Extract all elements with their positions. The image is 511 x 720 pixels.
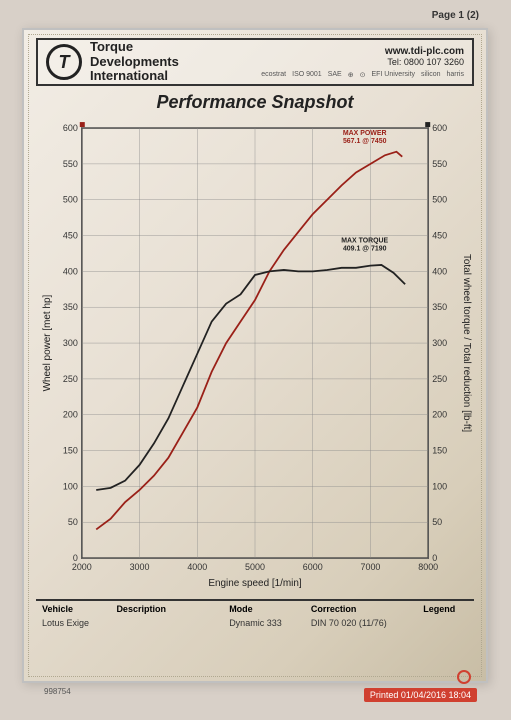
cert-logos-row: ecostrat ISO 9001 SAE ⊕ ⊙ EFI University silic… [261,71,464,79]
svg-text:6000: 6000 [303,562,323,572]
svg-text:0: 0 [73,553,78,563]
contact-block: www.tdi-plc.com Tel: 0800 107 3260 [385,46,464,67]
col-mode: Mode [225,603,305,615]
svg-text:100: 100 [432,481,447,491]
cell-legend [419,617,472,629]
svg-text:3000: 3000 [130,562,150,572]
svg-text:550: 550 [63,159,78,169]
svg-text:300: 300 [63,338,78,348]
footer-table: Vehicle Description Mode Correction Lege… [36,599,474,631]
svg-text:7000: 7000 [361,562,381,572]
svg-text:50: 50 [432,517,442,527]
dyno-chart: 2000300040005000600070008000005050100100… [36,117,474,597]
cert-logo: ISO 9001 [292,71,322,79]
svg-text:550: 550 [432,159,447,169]
cell-vehicle: Lotus Exige [38,617,110,629]
telephone: Tel: 0800 107 3260 [385,57,464,67]
svg-text:Total wheel torque / Total red: Total wheel torque / Total reduction [lb… [461,254,472,432]
svg-text:200: 200 [432,410,447,420]
svg-text:400: 400 [432,266,447,276]
svg-text:200: 200 [63,410,78,420]
svg-text:MAX POWER: MAX POWER [343,130,387,137]
cert-logo: harris [446,71,464,79]
svg-text:Wheel power [met hp]: Wheel power [met hp] [42,295,53,392]
company-line2: Developments [90,55,253,70]
svg-text:500: 500 [63,195,78,205]
svg-text:0: 0 [432,553,437,563]
chart-title: Performance Snapshot [36,92,474,113]
svg-text:2000: 2000 [72,562,92,572]
svg-text:300: 300 [432,338,447,348]
cell-mode: Dynamic 333 [225,617,305,629]
col-legend: Legend [419,603,472,615]
svg-text:250: 250 [432,374,447,384]
svg-text:8000: 8000 [418,562,438,572]
svg-text:409.1 @ 7190: 409.1 @ 7190 [343,246,387,253]
print-stamp: Printed 01/04/2016 18:04 [364,688,477,702]
footer-data-row: Lotus Exige Dynamic 333 DIN 70 020 (11/7… [38,617,472,629]
svg-text:600: 600 [432,123,447,133]
svg-text:Engine speed [1/min]: Engine speed [1/min] [208,578,302,589]
svg-text:5000: 5000 [245,562,265,572]
red-circle-icon [457,670,471,684]
cert-logo: EFI University [371,71,415,79]
svg-text:350: 350 [63,302,78,312]
report-paper: T Torque Developments International www.… [22,28,488,683]
svg-text:MAX TORQUE: MAX TORQUE [341,238,388,245]
chart-svg: 2000300040005000600070008000005050100100… [36,117,474,597]
col-correction: Correction [307,603,417,615]
svg-text:150: 150 [63,446,78,456]
col-vehicle: Vehicle [38,603,110,615]
svg-text:400: 400 [63,266,78,276]
svg-text:600: 600 [63,123,78,133]
cert-logo: silicon [421,71,440,79]
svg-text:150: 150 [432,446,447,456]
company-name: Torque Developments International [90,40,253,85]
svg-text:500: 500 [432,195,447,205]
cert-logo: ecostrat [261,71,286,79]
svg-text:250: 250 [63,374,78,384]
svg-text:4000: 4000 [187,562,207,572]
company-line1: Torque [90,40,253,55]
cert-logo: ⊕ [348,71,354,79]
footer-header-row: Vehicle Description Mode Correction Lege… [38,603,472,615]
header-box: T Torque Developments International www.… [36,38,474,86]
svg-text:567.1 @ 7450: 567.1 @ 7450 [343,138,387,145]
cert-logo: ⊙ [360,71,366,79]
cert-logo: SAE [328,71,342,79]
svg-text:50: 50 [68,517,78,527]
website: www.tdi-plc.com [385,46,464,57]
col-description: Description [112,603,223,615]
svg-text:100: 100 [63,481,78,491]
svg-text:450: 450 [63,231,78,241]
page-indicator: Page 1 (2) [432,10,479,21]
svg-text:450: 450 [432,231,447,241]
cell-correction: DIN 70 020 (11/76) [307,617,417,629]
cell-description [112,617,223,629]
company-line3: International [90,69,253,84]
svg-text:350: 350 [432,302,447,312]
serial-number: 998754 [44,687,71,696]
tdi-logo-icon: T [46,44,82,80]
